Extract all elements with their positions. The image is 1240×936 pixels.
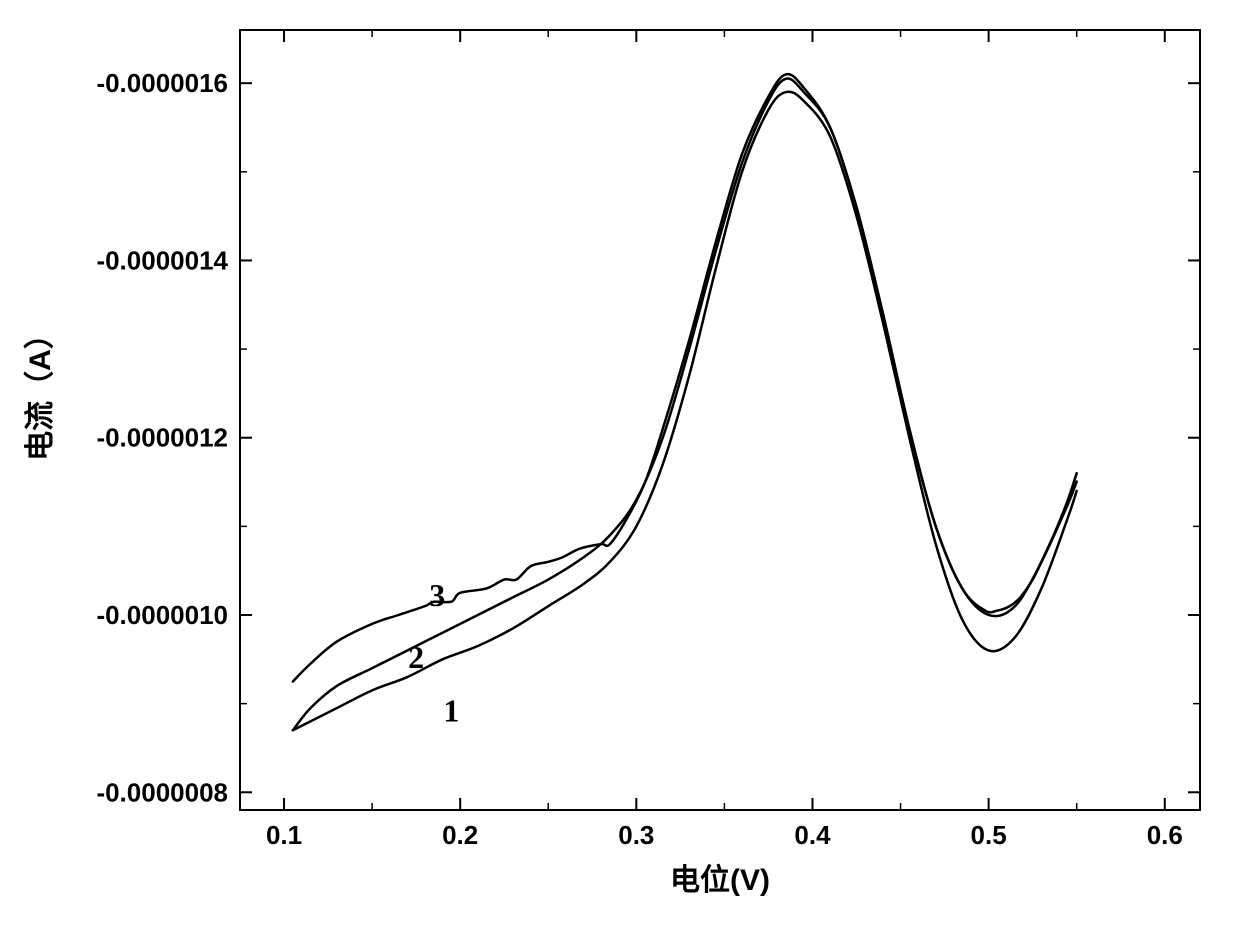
series-label-2: 2	[408, 639, 424, 675]
x-tick-label: 0.1	[266, 820, 302, 850]
x-tick-label: 0.5	[971, 820, 1007, 850]
x-tick-label: 0.6	[1147, 820, 1183, 850]
x-tick-label: 0.4	[794, 820, 831, 850]
x-tick-label: 0.3	[618, 820, 654, 850]
voltammogram-chart: 0.1 0.2 0.3 0.4 0.5 0.6 -0.0000008 -0.0000010 -0…	[0, 0, 1240, 936]
y-tick-label: -0.0000012	[96, 423, 228, 453]
y-tick-label: -0.0000016	[96, 68, 228, 98]
y-tick-label: -0.0000014	[96, 245, 228, 275]
y-axis-label: 电流（A）	[23, 319, 57, 461]
series-label-3: 3	[429, 577, 445, 613]
series-line-3	[293, 74, 1077, 681]
series-label-1: 1	[443, 692, 459, 728]
x-tick-label: 0.2	[442, 820, 478, 850]
series-line-1	[293, 92, 1077, 731]
y-tick-label: -0.0000008	[96, 777, 228, 807]
chart-container: 0.1 0.2 0.3 0.4 0.5 0.6 -0.0000008 -0.0000010 -0…	[0, 0, 1240, 936]
y-tick-label: -0.0000010	[96, 600, 228, 630]
series-line-2	[293, 79, 1077, 731]
x-axis-label: 电位(V)	[670, 863, 770, 897]
